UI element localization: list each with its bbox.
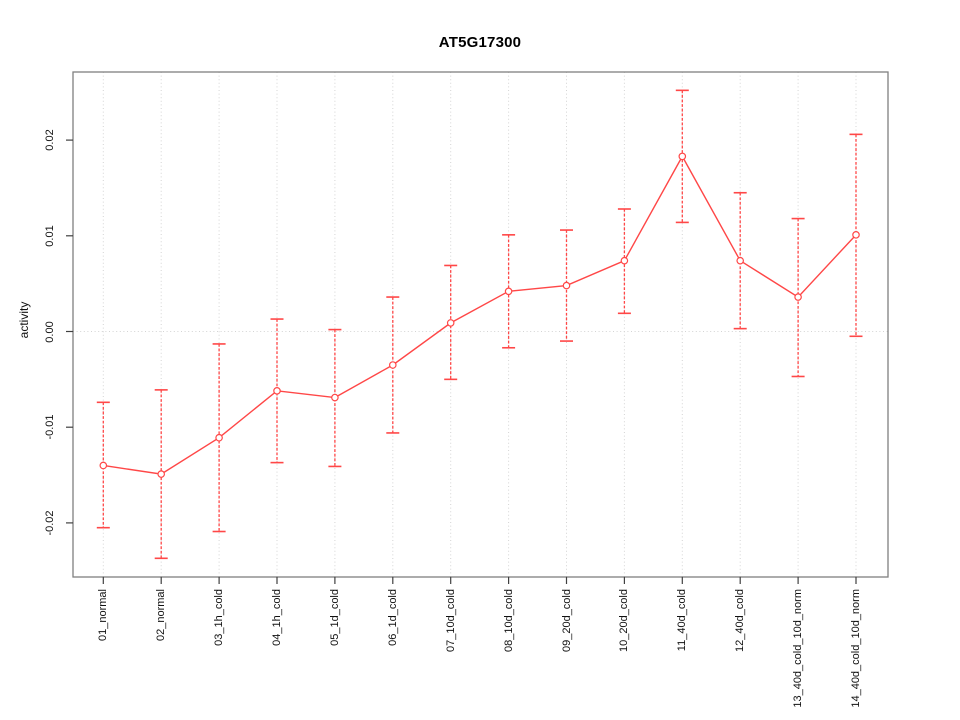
x-tick-label: 10_20d_cold (618, 589, 631, 653)
data-point-marker (736, 256, 745, 265)
plot-box (72, 71, 889, 578)
x-tick-label: 01_normal (97, 589, 110, 641)
x-tick-label: 02_normal (155, 589, 168, 641)
x-tick-label: 14_40d_cold_10d_norm (850, 589, 862, 708)
data-point-marker (446, 319, 455, 327)
y-tick-label: 0.02 (44, 129, 56, 151)
y-tick-label: -0.01 (44, 414, 56, 440)
data-point-marker (99, 461, 108, 470)
data-point-marker (331, 393, 339, 402)
x-tick-label: 12_40d_cold (734, 589, 747, 653)
x-tick-label: 13_40d_cold_10d_norm (792, 589, 805, 708)
chart-title: AT5G17300 (438, 34, 522, 51)
data-point-marker (852, 231, 860, 239)
x-tick-label: 09_20d_cold (560, 589, 573, 653)
y-tick-label: 0.01 (44, 225, 56, 247)
y-tick-label: -0.02 (44, 510, 56, 536)
data-point-marker (562, 281, 571, 290)
series-line (103, 154, 857, 475)
x-tick-label: 05_1d_cold (328, 589, 341, 646)
x-tick-label: 07_10d_cold (444, 589, 457, 653)
x-tick-label: 11_40d_cold (676, 589, 689, 652)
x-tick-label: 04_1h_cold (271, 589, 283, 646)
x-tick-label: 06_1d_cold (386, 589, 399, 646)
data-point-marker (388, 361, 397, 369)
data-point-marker (504, 287, 513, 296)
data-point-marker (620, 256, 629, 265)
data-point-marker (794, 293, 802, 301)
data-point-marker (157, 470, 166, 478)
x-tick-label: 03_1h_cold (213, 589, 226, 646)
y-tick-label: 0.00 (44, 320, 56, 343)
data-point-marker (273, 387, 281, 395)
data-point-marker (215, 433, 223, 442)
x-tick-label: 08_10d_cold (502, 589, 515, 653)
data-point-marker (678, 152, 687, 161)
